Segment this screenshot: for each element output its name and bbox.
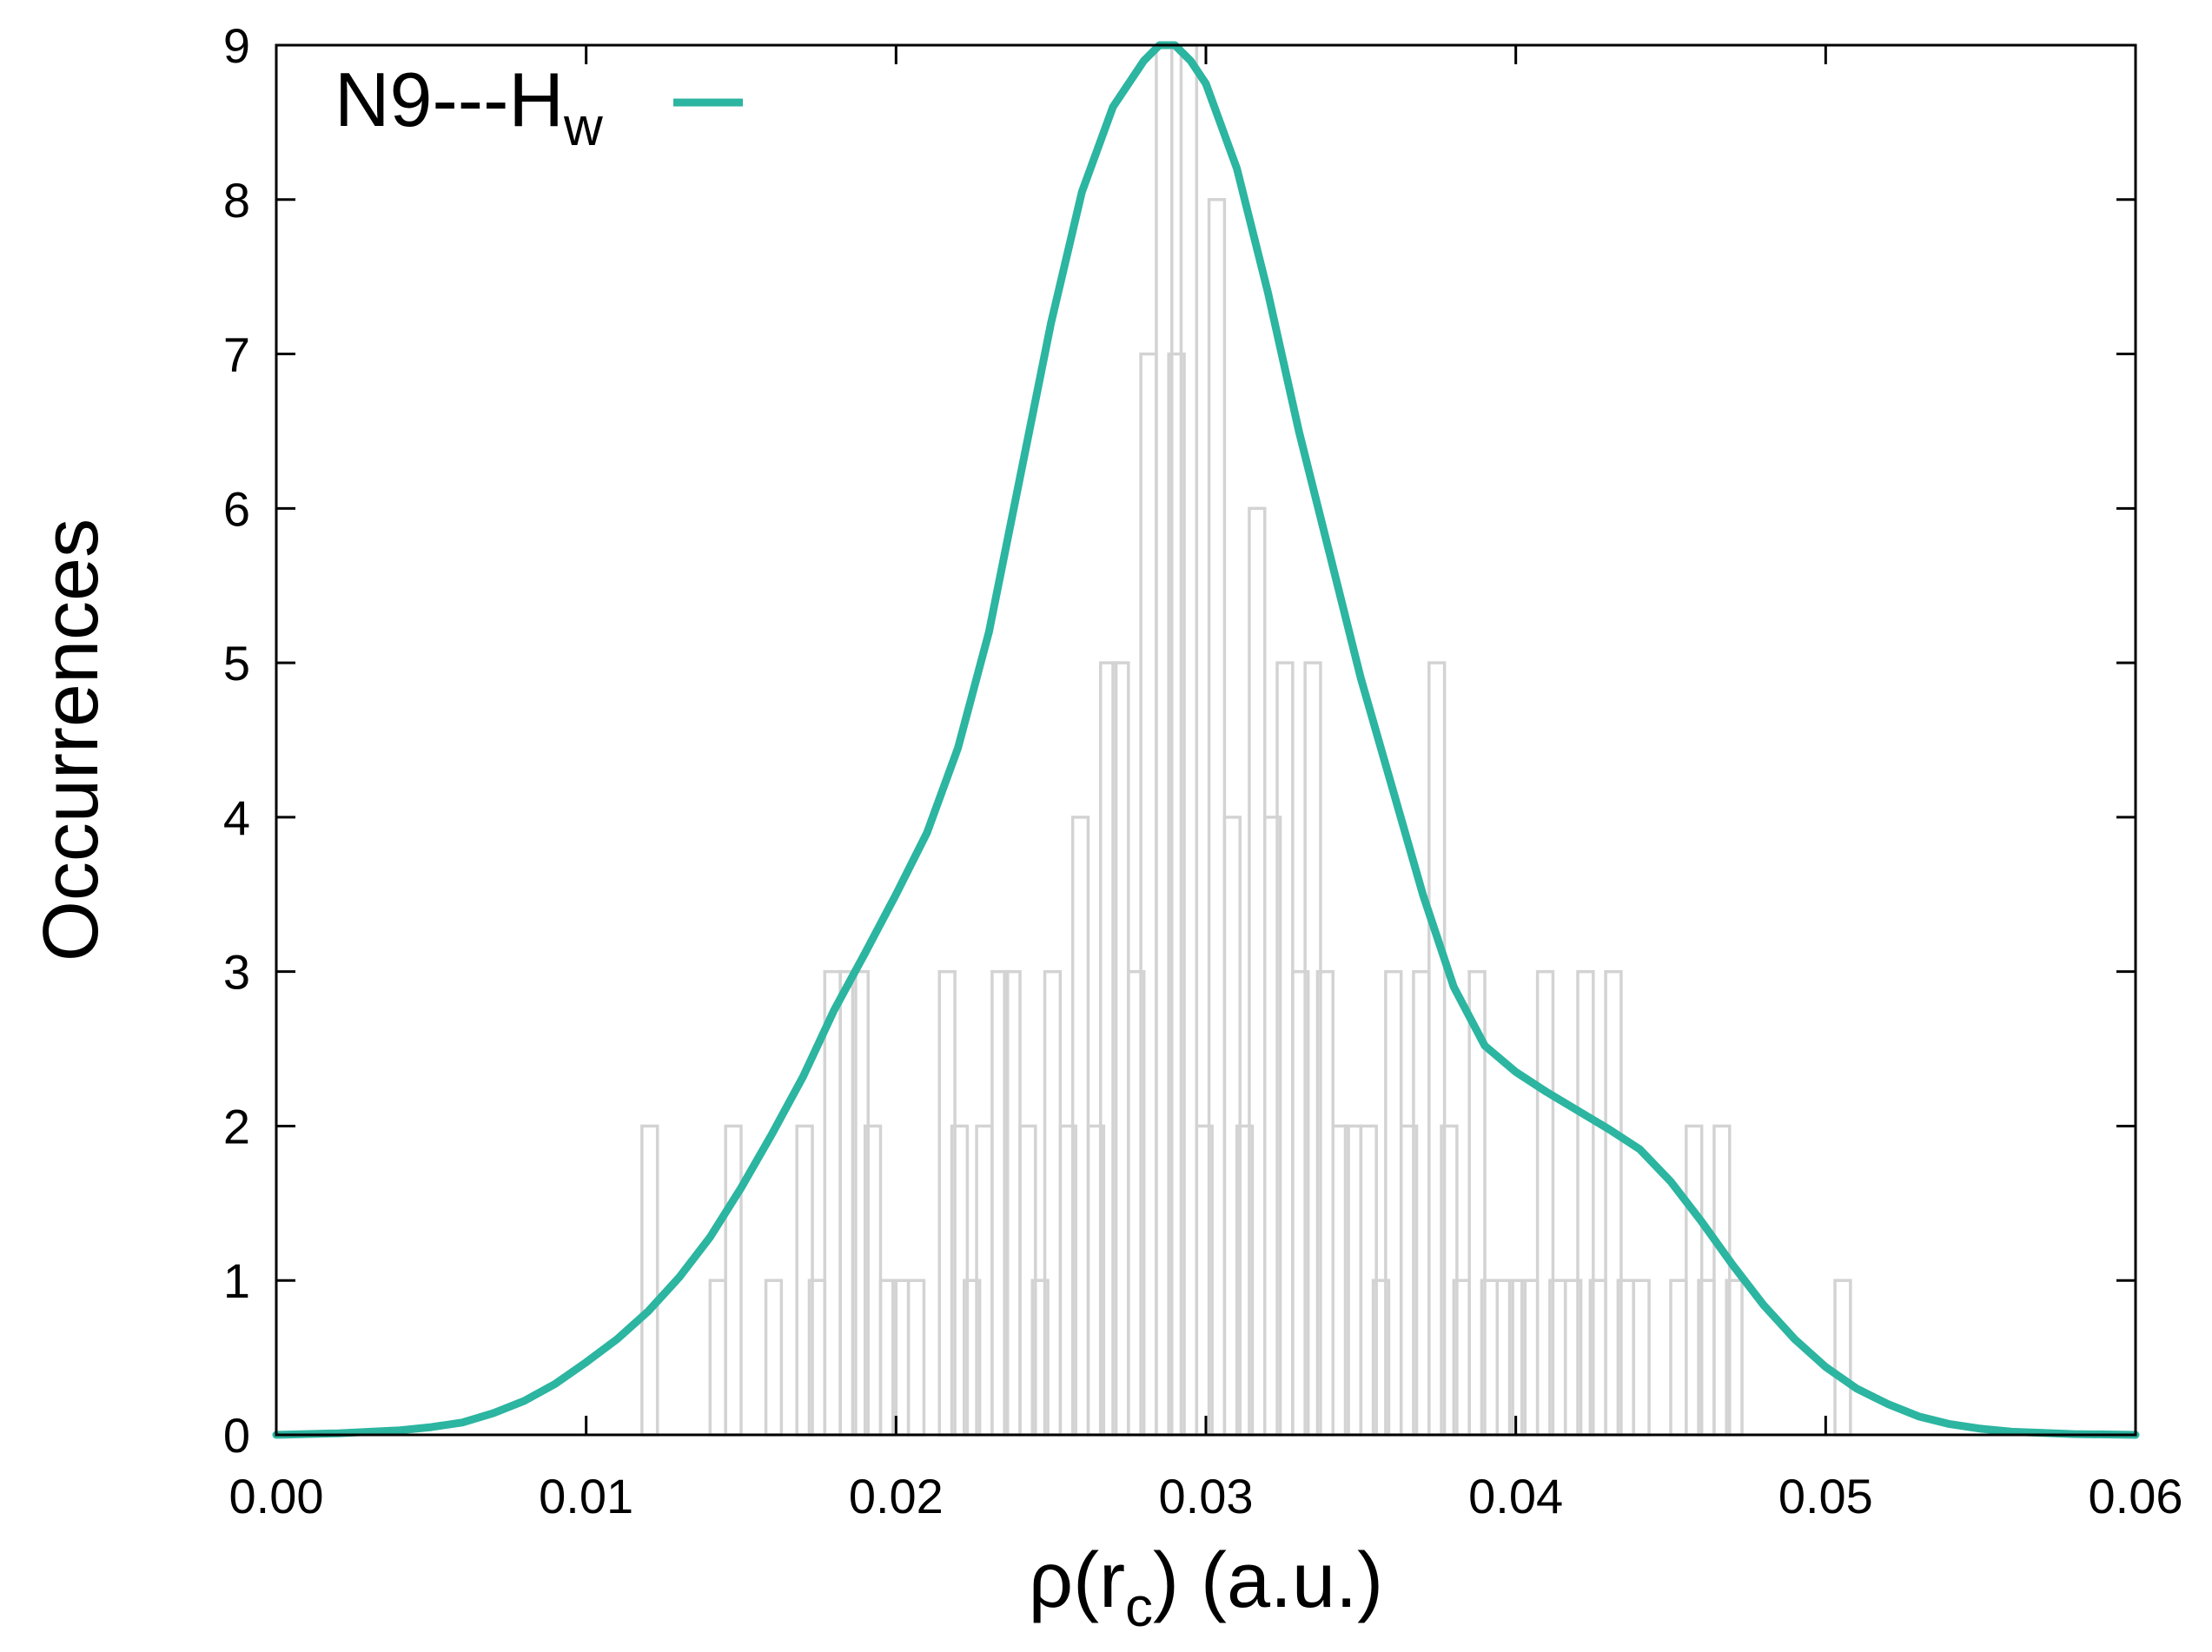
y-tick-label: 3 — [223, 945, 250, 1000]
y-tick-label: 1 — [223, 1253, 250, 1308]
y-tick-label: 5 — [223, 636, 250, 691]
legend-label-subscript: w — [563, 97, 603, 157]
x-tick-label: 0.02 — [849, 1469, 944, 1523]
x-tick-label: 0.01 — [539, 1469, 633, 1523]
y-tick-label: 9 — [223, 18, 250, 73]
x-tick-label: 0.00 — [229, 1469, 324, 1523]
y-tick-label: 6 — [223, 481, 250, 536]
x-tick-label: 0.05 — [1778, 1469, 1873, 1523]
curve-layer — [272, 41, 2140, 1439]
x-tick-label: 0.06 — [2089, 1469, 2183, 1523]
y-axis-title: Occurrences — [28, 519, 115, 961]
y-tick-label: 2 — [223, 1099, 250, 1153]
x-axis-title: ρ(rc) (a.u.) — [1029, 1537, 1383, 1638]
axis-labels: 0.00 0.01 0.02 0.03 0.04 0.05 0.06 0 1 2 3 4 5 6 7 8 9 ρ(… — [28, 18, 2183, 1638]
y-tick-label: 0 — [223, 1408, 250, 1463]
series-line — [272, 41, 2140, 1439]
y-tick-label: 4 — [223, 790, 250, 845]
legend-label-name: N9---H — [334, 56, 564, 142]
y-tick-label: 8 — [223, 173, 250, 228]
x-axis-title-prefix: ρ(r — [1029, 1537, 1125, 1624]
legend: N9---Hw — [334, 56, 743, 157]
x-tick-label: 0.03 — [1159, 1469, 1254, 1523]
x-tick-label: 0.04 — [1468, 1469, 1563, 1523]
y-tick-label: 7 — [223, 327, 250, 382]
x-axis-title-suffix: ) (a.u.) — [1153, 1537, 1383, 1624]
axes — [275, 43, 2137, 1437]
legend-label: N9---Hw — [334, 56, 603, 157]
x-axis-title-subscript: c — [1125, 1576, 1153, 1638]
